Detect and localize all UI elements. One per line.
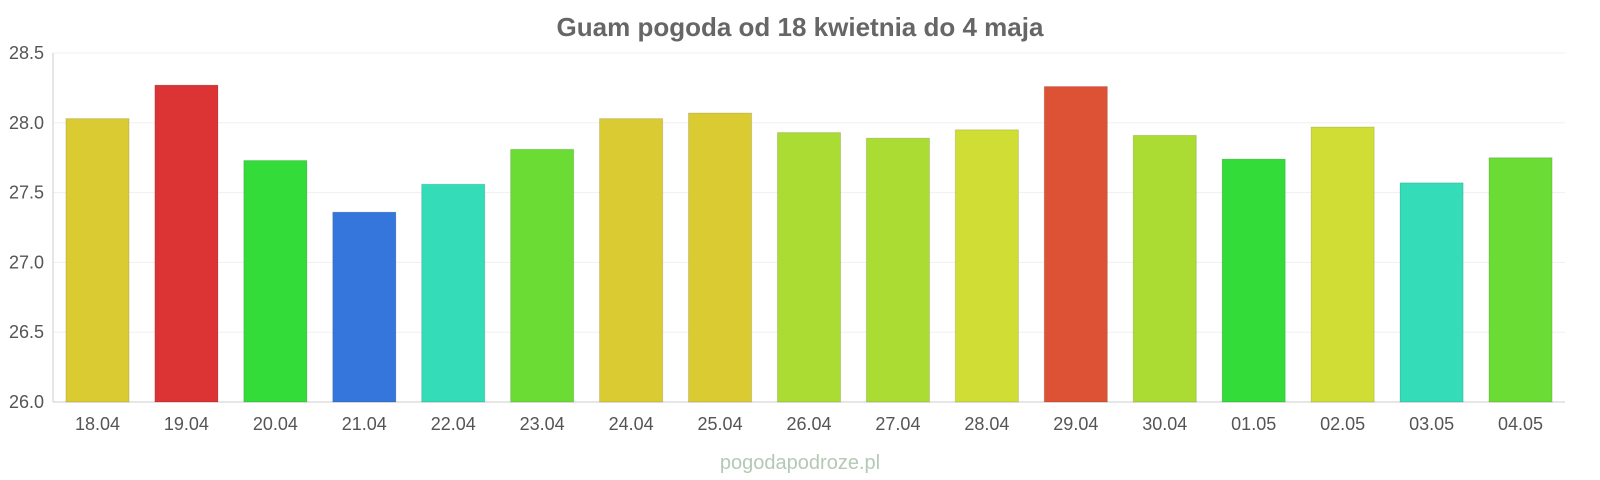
bar-24.04 — [599, 118, 664, 403]
y-tick-label: 28.0 — [9, 113, 44, 133]
y-tick-labels: 26.0 26.5 27.0 27.5 28.0 28.5 — [9, 43, 44, 412]
bar-22.04 — [421, 183, 486, 403]
x-tick-label: 21.04 — [342, 414, 387, 434]
x-tick-label: 30.04 — [1142, 414, 1187, 434]
y-tick-label: 28.5 — [9, 43, 44, 63]
x-tick-label: 02.05 — [1320, 414, 1365, 434]
x-tick-label: 27.04 — [875, 414, 920, 434]
x-tick-label: 04.05 — [1498, 414, 1543, 434]
bar-26.04 — [776, 132, 842, 403]
x-tick-label: 18.04 — [75, 414, 120, 434]
bar-19.04 — [154, 84, 219, 403]
x-tick-label: 25.04 — [698, 414, 743, 434]
x-tick-label: 24.04 — [609, 414, 654, 434]
bar-04.05 — [1488, 157, 1553, 403]
bar-03.05 — [1399, 182, 1464, 403]
x-tick-label: 03.05 — [1409, 414, 1454, 434]
bar-30.04 — [1132, 134, 1197, 403]
y-tick-label: 26.0 — [9, 392, 44, 412]
bar-20.04 — [243, 159, 308, 403]
chart-title: Guam pogoda od 18 kwietnia do 4 maja — [557, 12, 1044, 42]
x-tick-label: 20.04 — [253, 414, 298, 434]
x-tick-label: 28.04 — [964, 414, 1009, 434]
y-tick-label: 26.5 — [9, 322, 44, 342]
x-tick-labels: 18.04 19.04 20.04 21.04 22.04 23.04 24.04 25.04… — [75, 414, 1543, 434]
x-tick-label: 23.04 — [520, 414, 565, 434]
x-tick-label: 01.05 — [1231, 414, 1276, 434]
bar-18.04 — [65, 118, 130, 403]
bar-02.05 — [1310, 126, 1375, 403]
bar-23.04 — [510, 148, 575, 403]
y-tick-label: 27.0 — [9, 252, 44, 272]
y-tick-label: 27.5 — [9, 183, 44, 203]
bar-01.05 — [1221, 158, 1286, 403]
x-tick-label: 22.04 — [431, 414, 476, 434]
bars — [65, 84, 1553, 403]
x-tick-label: 29.04 — [1053, 414, 1098, 434]
bar-28.04 — [954, 129, 1019, 403]
bar-21.04 — [332, 211, 397, 403]
bar-27.04 — [865, 137, 931, 403]
x-tick-label: 26.04 — [786, 414, 831, 434]
bar-25.04 — [687, 112, 753, 403]
watermark: pogodapodroze.pl — [720, 452, 880, 474]
x-tick-label: 19.04 — [164, 414, 209, 434]
bar-29.04 — [1043, 86, 1108, 403]
